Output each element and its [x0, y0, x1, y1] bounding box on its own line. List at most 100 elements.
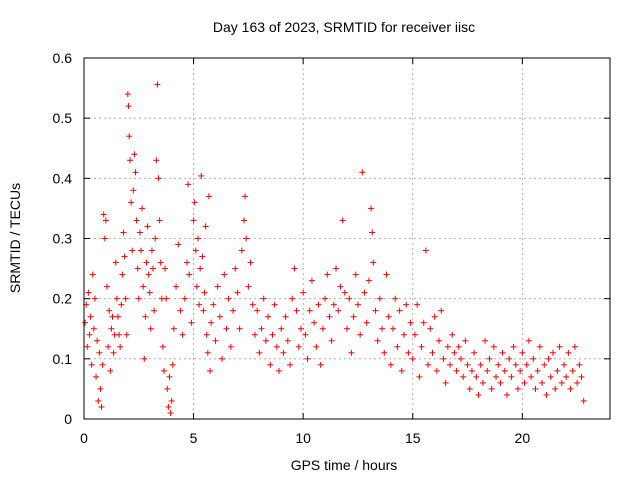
plot-frame [83, 57, 611, 420]
data-point [166, 373, 173, 380]
data-point [326, 313, 333, 320]
data-point [416, 373, 423, 380]
data-point [354, 301, 361, 308]
data-point [93, 373, 100, 380]
data-point [91, 295, 98, 302]
data-point [145, 271, 152, 278]
data-point [567, 385, 574, 392]
data-point [550, 349, 557, 356]
data-point [400, 331, 407, 338]
data-point [495, 361, 502, 368]
data-point [539, 379, 546, 386]
data-point [89, 271, 96, 278]
data-point [156, 217, 163, 224]
data-point [341, 289, 348, 296]
data-point [258, 325, 265, 332]
data-point [123, 331, 130, 338]
data-point [289, 295, 296, 302]
data-point [225, 295, 232, 302]
data-point [306, 307, 313, 314]
data-point [308, 277, 315, 284]
data-point [144, 223, 151, 230]
data-point [90, 325, 97, 332]
data-point [136, 229, 143, 236]
data-point [556, 343, 563, 350]
data-point [240, 217, 247, 224]
data-point [151, 307, 158, 314]
data-point [295, 343, 302, 350]
data-point [101, 235, 108, 242]
data-point [569, 367, 576, 374]
data-point [251, 331, 258, 338]
y-tick-labels: 0 0.1 0.2 0.3 0.4 0.5 0.6 [53, 50, 73, 427]
data-point [245, 283, 252, 290]
data-point [284, 337, 291, 344]
data-point [147, 325, 154, 332]
data-point [107, 367, 114, 374]
data-point [127, 157, 134, 164]
x-tick-labels: 0 5 10 15 20 [80, 430, 530, 446]
data-point [563, 373, 570, 380]
data-point [449, 331, 456, 338]
data-point [210, 301, 217, 308]
data-point [212, 337, 219, 344]
data-point [223, 325, 230, 332]
data-point [431, 313, 438, 320]
x-tick-label: 20 [515, 430, 531, 446]
data-point [304, 355, 311, 362]
data-point [186, 271, 193, 278]
data-point [153, 157, 160, 164]
data-point [85, 289, 92, 296]
data-point [196, 301, 203, 308]
data-point [135, 295, 142, 302]
data-point [205, 193, 212, 200]
data-point [565, 349, 572, 356]
data-point [547, 373, 554, 380]
data-point [396, 307, 403, 314]
data-point [300, 289, 307, 296]
data-point [293, 307, 300, 314]
data-point [451, 349, 458, 356]
data-point [484, 367, 491, 374]
data-point [87, 313, 94, 320]
data-point [383, 271, 390, 278]
data-point [148, 247, 155, 254]
data-point [108, 325, 115, 332]
data-point [499, 349, 506, 356]
chart-title: Day 163 of 2023, SRMTID for receiver iis… [213, 19, 475, 35]
data-points [82, 81, 587, 416]
data-point [536, 343, 543, 350]
data-point [578, 373, 585, 380]
data-point [442, 379, 449, 386]
data-point [124, 91, 131, 98]
data-point [486, 355, 493, 362]
data-point [84, 343, 91, 350]
data-point [165, 403, 172, 410]
data-point [262, 337, 269, 344]
data-point [352, 271, 359, 278]
data-point [112, 259, 119, 266]
data-point [348, 349, 355, 356]
data-point [132, 169, 139, 176]
data-point [488, 385, 495, 392]
data-point [319, 325, 326, 332]
y-tick-label: 0.3 [53, 231, 73, 247]
data-point [369, 229, 376, 236]
data-point [302, 331, 309, 338]
data-point [227, 343, 234, 350]
data-point [580, 397, 587, 404]
data-point [291, 265, 298, 272]
data-point [164, 385, 171, 392]
y-tick-label: 0.4 [53, 170, 73, 186]
data-point [471, 349, 478, 356]
data-point [162, 265, 169, 272]
data-point [276, 367, 283, 374]
data-point [236, 325, 243, 332]
data-point [152, 235, 159, 242]
data-point [403, 301, 410, 308]
data-point [545, 355, 552, 362]
y-tick-label: 0 [64, 411, 72, 427]
data-point [190, 217, 197, 224]
data-point [460, 373, 467, 380]
data-point [254, 307, 261, 314]
